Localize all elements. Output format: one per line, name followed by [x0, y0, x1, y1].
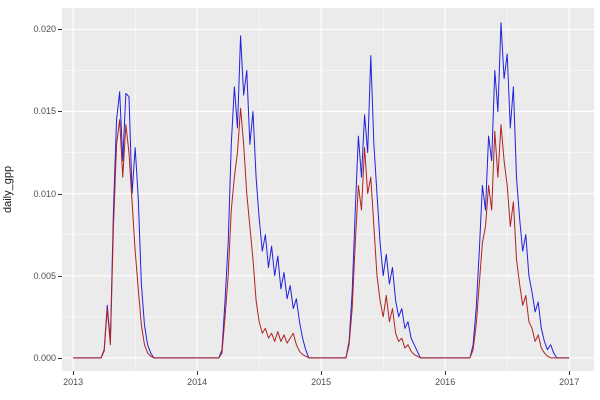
x-tick-label: 2013 [63, 377, 84, 387]
x-tick-label: 2016 [435, 377, 456, 387]
y-axis-title: daily_gpp [2, 165, 14, 214]
y-tick-mark [58, 111, 62, 113]
y-tick-mark [58, 29, 62, 31]
x-tick-label: 2015 [311, 377, 332, 387]
x-tick-mark [321, 371, 323, 375]
red-series-line [73, 107, 570, 359]
y-tick-label: 0.010 [33, 188, 56, 199]
y-tick-label: 0.000 [33, 352, 56, 363]
x-tick-mark [73, 371, 75, 375]
plot-panel [62, 8, 594, 371]
plot-svg [62, 8, 594, 371]
y-tick-label: 0.015 [33, 106, 56, 117]
y-tick-label: 0.005 [33, 270, 56, 281]
x-tick-mark [197, 371, 199, 375]
y-tick-label: 0.020 [33, 24, 56, 35]
y-tick-mark [58, 193, 62, 195]
x-tick-label: 2017 [559, 377, 580, 387]
x-tick-mark [569, 371, 571, 375]
y-tick-mark [58, 357, 62, 359]
x-tick-label: 2014 [187, 377, 208, 387]
x-tick-mark [445, 371, 447, 375]
y-tick-mark [58, 275, 62, 277]
